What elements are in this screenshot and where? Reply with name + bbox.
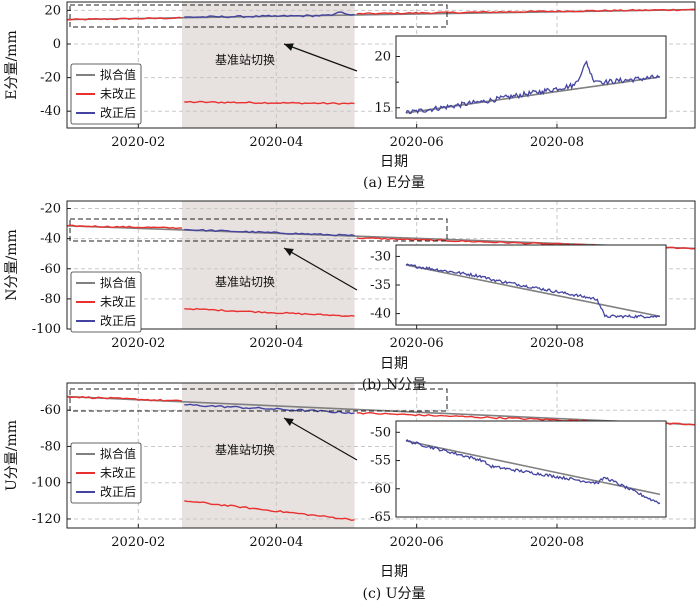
x-tick-label: 2020-06 [390, 336, 444, 351]
x-tick-label: 2020-08 [530, 336, 584, 351]
panel-n-component: 2020-02 2020-04 2020-06 2020-08 -20 -40 -60 -80… [4, 200, 696, 393]
legend-box [70, 271, 142, 333]
y-tick-label: -80 [40, 439, 61, 454]
x-axis-label: 日期 [380, 356, 408, 372]
inset-y-tick-label: 20 [374, 50, 391, 65]
series-line-corrected [184, 403, 355, 415]
legend-label-uncorrected: 未改正 [100, 87, 136, 101]
plot-frame [66, 200, 696, 330]
y-axis-label: N分量/mm [4, 229, 20, 301]
x-tick-label: 2020-06 [390, 135, 444, 150]
legend-label-fitted: 拟合值 [100, 275, 136, 290]
inset-y-tick-label: -65 [370, 510, 391, 525]
panel-u-component: 2020-02 2020-04 2020-06 2020-08 -60 -80 -100 -1… [4, 382, 696, 602]
y-tick-label: -120 [32, 512, 61, 527]
zoom-arrow [283, 247, 358, 291]
inset-frame-bg [395, 35, 667, 119]
x-tick-label: 2020-04 [249, 336, 303, 351]
x-tick-label: 2020-04 [249, 535, 303, 550]
panel-caption: (a) E分量 [363, 175, 425, 191]
inset-series-line-corrected [405, 263, 661, 319]
inset-frame-bg [395, 244, 667, 326]
legend-label-corrected: 改正后 [100, 314, 136, 328]
inset-series-line-corrected [405, 439, 661, 505]
station-switch-shade [182, 2, 355, 128]
inset-frame [395, 35, 667, 119]
x-axis-label: 日期 [380, 564, 408, 580]
station-switch-shade [182, 201, 355, 329]
inset-series-line-fitted [405, 440, 661, 496]
zoom-arrow-head [284, 418, 294, 426]
inset-y-tick-label: -60 [370, 482, 391, 497]
inset-y-tick-label: -55 [370, 454, 391, 469]
legend-label-corrected: 改正后 [100, 485, 136, 499]
panel-e-component: 2020-02 2020-04 2020-06 2020-08 20 0 -20 -40 日期 E… [4, 1, 696, 191]
legend-label-uncorrected: 未改正 [100, 295, 136, 309]
inset-chart: -50 -55 -60 -65 [370, 420, 667, 525]
y-tick-label: -40 [40, 232, 61, 247]
y-tick-label: 0 [53, 37, 61, 52]
station-switch-annotation: 基准站切换 [215, 275, 275, 289]
y-tick-label: -20 [40, 202, 61, 217]
legend-label-fitted: 拟合值 [100, 446, 136, 461]
y-tick-label: -20 [40, 71, 61, 86]
zoom-region-box [69, 4, 448, 28]
x-tick-label: 2020-08 [530, 135, 584, 150]
y-tick-label: -40 [40, 104, 61, 119]
inset-frame-bg [395, 420, 667, 518]
station-switch-annotation: 基准站切换 [215, 53, 275, 67]
zoom-arrow [283, 43, 358, 72]
inset-y-tick-label: -50 [370, 425, 391, 440]
x-tick-label: 2020-02 [111, 135, 165, 150]
inset-chart: -30 -35 -40 [370, 244, 667, 326]
legend-box [70, 442, 142, 504]
x-tick-label: 2020-02 [111, 535, 165, 550]
zoom-arrow [283, 417, 358, 461]
station-switch-annotation: 基准站切换 [215, 443, 275, 457]
series-line-corrected [184, 11, 355, 19]
x-tick-label: 2020-08 [530, 535, 584, 550]
plot-frame [66, 1, 696, 129]
x-axis-label: 日期 [380, 154, 408, 170]
y-tick-label: 20 [44, 3, 61, 18]
y-tick-label: -80 [40, 292, 61, 307]
y-tick-label: -100 [32, 322, 61, 337]
x-tick-label: 2020-06 [390, 535, 444, 550]
inset-series-line-corrected [405, 60, 661, 115]
panel-caption: (c) U分量 [362, 586, 425, 602]
inset-y-tick-label: -40 [370, 307, 391, 322]
y-tick-label: -60 [40, 403, 61, 418]
zoom-arrow-head [284, 43, 294, 51]
y-axis-label: U分量/mm [4, 420, 20, 491]
inset-frame [395, 420, 667, 518]
inset-y-tick-label: -30 [370, 249, 391, 264]
y-tick-label: -60 [40, 262, 61, 277]
x-tick-label: 2020-02 [111, 336, 165, 351]
zoom-region-box [69, 218, 448, 242]
legend-label-fitted: 拟合值 [100, 67, 136, 82]
y-axis-label: E分量/mm [4, 30, 20, 100]
inset-y-tick-label: 15 [374, 101, 391, 116]
series-line-uncorrected [66, 8, 696, 105]
legend-label-corrected: 改正后 [100, 106, 136, 120]
legend-box [70, 63, 142, 125]
x-tick-label: 2020-04 [249, 135, 303, 150]
series-line-corrected [184, 228, 355, 237]
inset-series-line-fitted [405, 264, 661, 318]
zoom-region-box [69, 388, 448, 412]
plot-frame [66, 382, 696, 529]
y-tick-label: -100 [32, 476, 61, 491]
zoom-arrow-head [284, 248, 294, 256]
legend-label-uncorrected: 未改正 [100, 466, 136, 480]
inset-y-tick-label: -35 [370, 278, 391, 293]
